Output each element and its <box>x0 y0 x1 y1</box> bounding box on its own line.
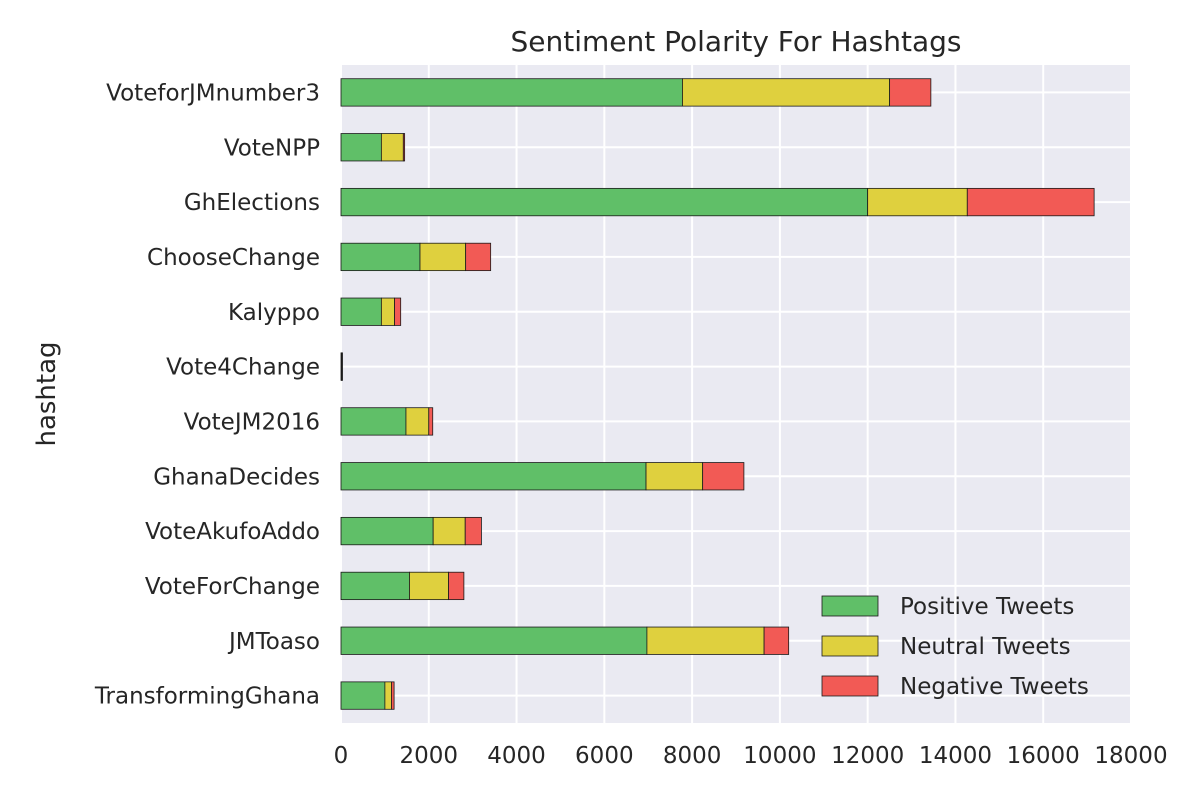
bar-neutral-VoteforJMnumber3 <box>682 78 891 107</box>
y-tick-label: GhanaDecides <box>153 464 320 490</box>
legend: Positive Tweets Neutral Tweets Negative Tw… <box>821 594 1089 700</box>
bar-neutral-VoteNPP <box>380 133 404 162</box>
y-axis-label: hashtag <box>32 341 62 446</box>
y-tick-label: GhElections <box>184 190 320 216</box>
bar-positive-GhElections <box>340 187 869 217</box>
bar-positive-ChooseChange <box>340 242 421 272</box>
x-tick-label: 2000 <box>400 743 459 769</box>
bar-neutral-Kalyppo <box>380 297 395 326</box>
y-tick-labels: VoteforJMnumber3 VoteNPP GhElections Choose… <box>94 80 320 709</box>
bar-negative-Kalyppo <box>394 297 402 326</box>
x-tick-label: 12000 <box>831 743 904 769</box>
y-tick-label: VoteAkufoAddo <box>145 519 320 545</box>
bar-neutral-VoteJM2016 <box>405 407 430 436</box>
bar-negative-VoteForChange <box>448 571 465 601</box>
bar-negative-VoteNPP <box>402 133 406 162</box>
bar-neutral-GhElections <box>867 187 968 217</box>
bar-neutral-VoteForChange <box>409 571 449 601</box>
x-tick-label: 16000 <box>1007 743 1080 769</box>
y-tick-label: Kalyppo <box>228 300 320 326</box>
bar-neutral-ChooseChange <box>419 242 467 272</box>
bar-positive-VoteNPP <box>340 133 382 162</box>
legend-swatch <box>821 595 879 617</box>
x-tick-label: 0 <box>334 743 349 769</box>
bar-negative-TransformingGhana <box>391 681 395 710</box>
bar-negative-VoteAkufoAddo <box>464 516 482 546</box>
y-tick-label: VoteForChange <box>145 574 320 600</box>
bar-positive-TransformingGhana <box>340 681 386 710</box>
chart-title: Sentiment Polarity For Hashtags <box>510 25 961 58</box>
x-tick-label: 4000 <box>487 743 546 769</box>
bar-neutral-TransformingGhana <box>384 681 392 710</box>
bar-positive-VoteForChange <box>340 571 410 601</box>
legend-swatch <box>821 635 879 657</box>
x-tick-labels: 0 2000 4000 6000 8000 10000 12000 14000 16000 180… <box>334 743 1168 769</box>
y-tick-label: Vote4Change <box>166 355 320 381</box>
y-tick-label: ChooseChange <box>147 245 320 271</box>
bars <box>340 78 1095 710</box>
bar-positive-JMToaso <box>340 626 648 655</box>
y-tick-label: JMToaso <box>227 629 320 655</box>
x-tick-label: 10000 <box>743 743 816 769</box>
bar-positive-VoteJM2016 <box>340 407 407 436</box>
legend-label: Neutral Tweets <box>900 634 1071 660</box>
legend-label: Positive Tweets <box>900 594 1074 620</box>
bar-negative-ChooseChange <box>465 242 492 272</box>
plot-area <box>341 65 1131 723</box>
y-tick-label: VoteforJMnumber3 <box>106 80 320 106</box>
bar-negative-GhElections <box>966 187 1095 217</box>
y-tick-label: VoteNPP <box>224 135 320 161</box>
x-tick-label: 18000 <box>1094 743 1167 769</box>
bar-negative-VoteforJMnumber3 <box>889 78 932 107</box>
bar-negative-JMToaso <box>763 626 790 655</box>
bar-negative-VoteJM2016 <box>428 407 434 436</box>
bar-neutral-GhanaDecides <box>645 462 704 491</box>
bar-neutral-VoteAkufoAddo <box>432 516 466 546</box>
bar-neutral-JMToaso <box>646 626 765 655</box>
bar-positive-Kalyppo <box>340 297 382 326</box>
x-tick-label: 6000 <box>575 743 634 769</box>
bar-positive-VoteforJMnumber3 <box>340 78 683 107</box>
legend-swatch <box>821 675 879 697</box>
legend-label: Negative Tweets <box>900 674 1089 700</box>
x-tick-label: 14000 <box>919 743 992 769</box>
bar-positive-GhanaDecides <box>340 462 647 491</box>
y-tick-label: VoteJM2016 <box>184 409 320 435</box>
bar-negative-Vote4Change <box>341 352 343 381</box>
bar-negative-GhanaDecides <box>702 462 745 491</box>
x-tick-label: 8000 <box>663 743 722 769</box>
bar-positive-VoteAkufoAddo <box>340 516 434 546</box>
y-tick-label: TransformingGhana <box>94 684 320 710</box>
